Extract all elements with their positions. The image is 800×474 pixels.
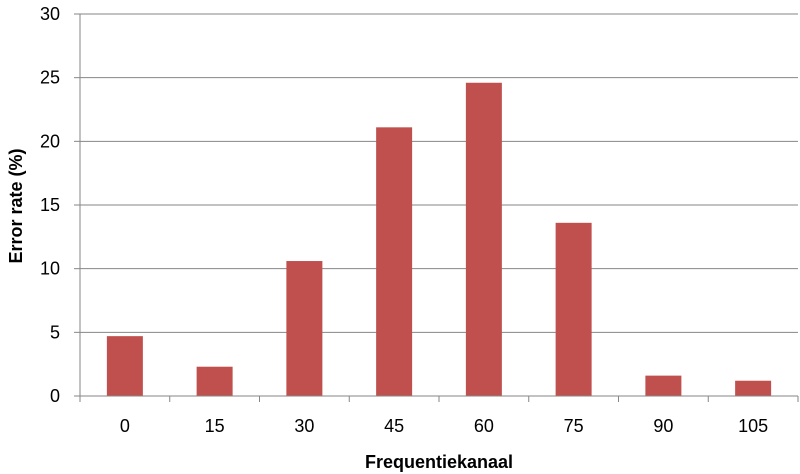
x-tick-label: 105 (738, 416, 768, 436)
y-tick-label: 25 (40, 68, 60, 88)
y-tick-label: 5 (50, 322, 60, 342)
bar (196, 366, 233, 396)
x-tick-label: 60 (474, 416, 494, 436)
bar (555, 222, 592, 396)
x-tick-label: 0 (120, 416, 130, 436)
x-tick-labels: 0 15 30 45 60 75 90 105 (120, 416, 768, 436)
y-tick-label: 15 (40, 195, 60, 215)
gridlines (80, 13, 798, 333)
bar (735, 380, 772, 396)
bar (645, 375, 682, 396)
bars (106, 82, 772, 397)
y-tick-label: 0 (50, 386, 60, 406)
x-tick-label: 45 (384, 416, 404, 436)
x-tick-label: 90 (653, 416, 673, 436)
axes (74, 13, 799, 402)
y-axis-title: Error rate (%) (6, 148, 26, 263)
bar (106, 336, 143, 396)
bar (286, 261, 323, 396)
y-tick-label: 30 (40, 4, 60, 24)
x-tick-label: 75 (564, 416, 584, 436)
x-axis-title: Frequentiekanaal (365, 452, 513, 472)
bar (465, 82, 502, 396)
y-tick-label: 20 (40, 131, 60, 151)
x-tick-label: 15 (205, 416, 225, 436)
bar (376, 127, 413, 397)
y-tick-label: 10 (40, 259, 60, 279)
x-tick-label: 30 (294, 416, 314, 436)
y-tick-labels: 0 5 10 15 20 25 30 (40, 4, 60, 406)
